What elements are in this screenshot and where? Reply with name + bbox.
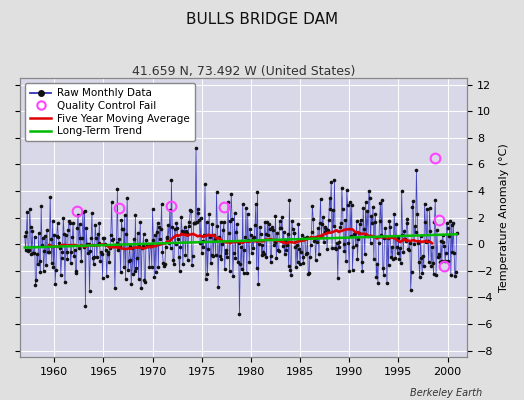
Title: 41.659 N, 73.492 W (United States): 41.659 N, 73.492 W (United States) — [132, 65, 355, 78]
Legend: Raw Monthly Data, Quality Control Fail, Five Year Moving Average, Long-Term Tren: Raw Monthly Data, Quality Control Fail, … — [25, 83, 195, 142]
Text: Berkeley Earth: Berkeley Earth — [410, 388, 482, 398]
Text: BULLS BRIDGE DAM: BULLS BRIDGE DAM — [186, 12, 338, 27]
Y-axis label: Temperature Anomaly (°C): Temperature Anomaly (°C) — [499, 143, 509, 292]
